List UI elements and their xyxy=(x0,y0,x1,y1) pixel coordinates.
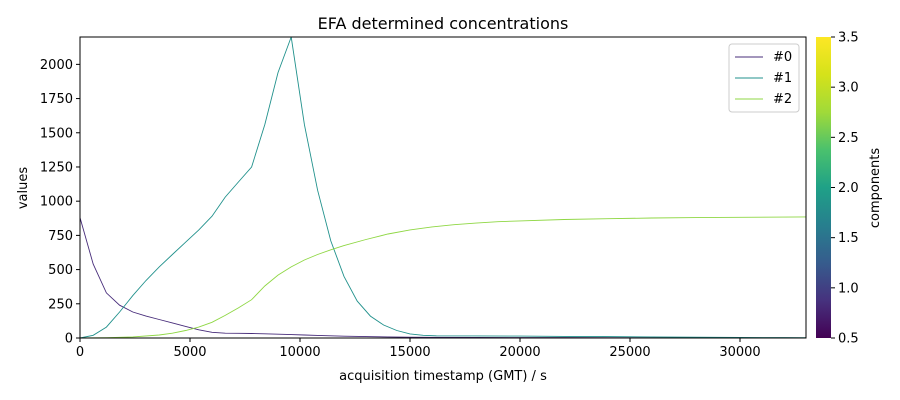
plot-frame xyxy=(79,36,807,339)
legend-label-1: #1 xyxy=(773,71,792,86)
x-tick-label: 10000 xyxy=(279,345,320,360)
y-tick-label: 1250 xyxy=(40,160,73,175)
x-tick-label: 0 xyxy=(76,345,84,360)
colorbar-tick-label: 3.0 xyxy=(838,81,859,96)
x-tick-label: 25000 xyxy=(609,345,650,360)
x-tick-label: 5000 xyxy=(173,345,206,360)
y-tick-label: 750 xyxy=(48,229,73,244)
series-line-2 xyxy=(79,216,807,339)
series-line-1 xyxy=(79,36,807,339)
colorbar-tick-label: 2.5 xyxy=(838,131,859,146)
y-tick-label: 1500 xyxy=(40,126,73,141)
colorbar-ticks: 0.5 1.0 1.5 2.0 2.5 3.0 3.5 xyxy=(831,31,859,347)
chart-title: EFA determined concentrations xyxy=(318,14,569,33)
colorbar-label: components xyxy=(868,148,883,229)
y-tick-label: 0 xyxy=(65,332,73,347)
legend-label-2: #2 xyxy=(773,92,792,107)
y-axis-ticks: 0 250 500 750 1000 1250 1500 1750 2000 xyxy=(40,58,80,347)
legend-label-0: #0 xyxy=(773,50,792,65)
x-tick-label: 15000 xyxy=(389,345,430,360)
y-tick-label: 2000 xyxy=(40,58,73,73)
y-tick-label: 1000 xyxy=(40,195,73,210)
legend: #0 #1 #2 xyxy=(728,43,800,113)
x-tick-label: 20000 xyxy=(499,345,540,360)
colorbar-tick-label: 3.5 xyxy=(838,31,859,46)
colorbar: 0.5 1.0 1.5 2.0 2.5 3.0 3.5 components xyxy=(816,31,883,347)
colorbar-tick-label: 1.0 xyxy=(838,281,859,296)
legend-box xyxy=(728,43,800,113)
plot-area xyxy=(80,37,806,338)
y-tick-label: 500 xyxy=(48,263,73,278)
colorbar-tick-label: 0.5 xyxy=(838,332,859,347)
colorbar-gradient xyxy=(816,37,831,338)
colorbar-tick-label: 2.0 xyxy=(838,181,859,196)
x-axis-ticks: 0 5000 10000 15000 20000 25000 30000 xyxy=(76,338,761,360)
x-tick-label: 30000 xyxy=(719,345,760,360)
colorbar-tick-label: 1.5 xyxy=(838,231,859,246)
y-tick-label: 250 xyxy=(48,297,73,312)
x-axis-label: acquisition timestamp (GMT) / s xyxy=(339,369,547,384)
y-tick-label: 1750 xyxy=(40,92,73,107)
y-axis-label: values xyxy=(16,167,31,210)
